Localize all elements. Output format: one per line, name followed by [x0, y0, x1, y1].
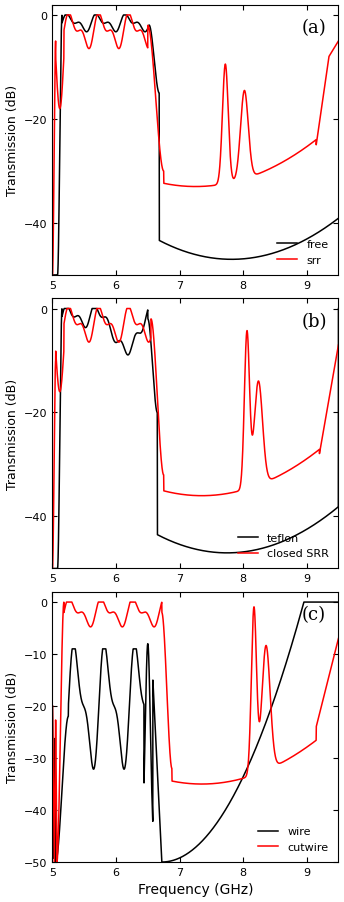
cutwire [83, 612, 87, 622]
srr [51, 271, 55, 281]
Text: (b): (b) [301, 312, 327, 330]
Y-axis label: Transmission (dB): Transmission (dB) [6, 672, 19, 783]
teflon [62, 304, 66, 315]
free [173, 243, 177, 253]
closed SRR [331, 372, 335, 382]
closed SRR [336, 340, 341, 351]
X-axis label: Frequency (GHz): Frequency (GHz) [138, 882, 253, 897]
Legend: wire, cutwire: wire, cutwire [254, 822, 333, 857]
free [63, 11, 67, 22]
wire [331, 597, 335, 608]
wire [160, 857, 164, 868]
teflon [100, 313, 104, 324]
Line: free: free [53, 16, 338, 276]
srr [160, 163, 164, 174]
wire [336, 597, 341, 608]
Line: teflon: teflon [53, 309, 338, 569]
Text: (a): (a) [301, 19, 326, 37]
teflon [300, 527, 304, 538]
free [83, 26, 87, 37]
cutwire [331, 655, 335, 666]
closed SRR [51, 564, 55, 575]
closed SRR [300, 457, 304, 468]
Text: (c): (c) [301, 605, 325, 623]
cutwire [100, 597, 104, 608]
teflon [173, 538, 177, 548]
Line: srr: srr [53, 16, 338, 276]
srr [173, 180, 177, 191]
wire [300, 603, 304, 614]
wire [51, 701, 55, 712]
wire [160, 857, 164, 868]
free [100, 18, 104, 29]
wire [173, 854, 177, 865]
cutwire [300, 745, 304, 756]
teflon [51, 564, 55, 575]
Y-axis label: Transmission (dB): Transmission (dB) [6, 85, 19, 196]
cutwire [65, 597, 69, 608]
Line: closed SRR: closed SRR [53, 309, 338, 569]
srr [336, 36, 341, 47]
teflon [336, 304, 341, 315]
Line: cutwire: cutwire [53, 603, 338, 862]
cutwire [173, 777, 177, 787]
teflon [83, 323, 87, 334]
srr [83, 35, 87, 46]
free [51, 271, 55, 281]
closed SRR [65, 304, 69, 315]
Legend: teflon, closed SRR: teflon, closed SRR [233, 529, 333, 563]
cutwire [55, 857, 59, 868]
wire [302, 597, 306, 608]
closed SRR [83, 328, 87, 339]
Legend: free, srr: free, srr [273, 235, 333, 270]
srr [100, 16, 104, 27]
closed SRR [100, 309, 104, 320]
cutwire [336, 633, 341, 644]
closed SRR [160, 465, 164, 475]
teflon [331, 506, 335, 517]
free [300, 236, 304, 247]
free [336, 214, 341, 225]
srr [65, 11, 69, 22]
cutwire [51, 701, 55, 712]
free [160, 237, 164, 248]
free [331, 217, 335, 228]
wire [100, 649, 104, 660]
wire [83, 704, 87, 715]
srr [331, 45, 335, 56]
teflon [160, 532, 164, 543]
srr [300, 145, 304, 156]
cutwire [160, 609, 164, 620]
closed SRR [173, 488, 177, 499]
Line: wire: wire [53, 603, 338, 862]
Y-axis label: Transmission (dB): Transmission (dB) [6, 378, 19, 489]
